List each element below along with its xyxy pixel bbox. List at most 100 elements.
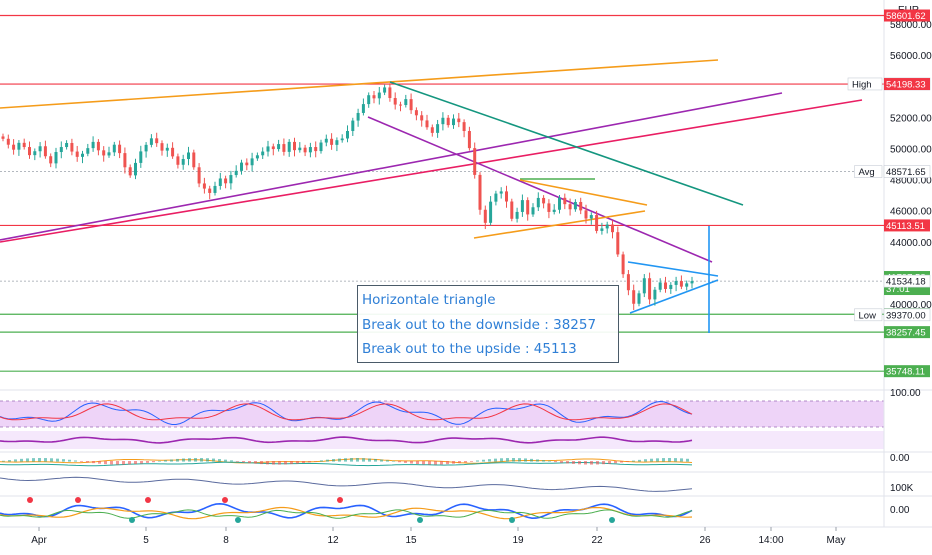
candle-body	[616, 232, 620, 255]
macd-hist-bar	[446, 461, 449, 465]
candle-body	[245, 162, 249, 166]
candle-body	[584, 210, 588, 219]
candle-body	[314, 147, 318, 152]
macd-hist-bar	[506, 458, 509, 462]
purple-rising-line	[0, 92, 783, 241]
candle-body	[192, 152, 196, 168]
macd-hist-bar	[308, 461, 311, 463]
candle-body	[388, 87, 392, 99]
candle-body	[160, 143, 164, 151]
candle-body	[165, 147, 169, 151]
candle-body	[22, 142, 26, 148]
triangle-lower	[629, 279, 719, 314]
macd-hist-bar	[146, 461, 149, 463]
candle-body	[558, 197, 561, 210]
candle-body	[43, 146, 47, 157]
macd-hist-bar	[410, 461, 413, 464]
macd-hist-bar	[320, 460, 323, 462]
candle-body	[626, 274, 630, 291]
macd-hist-bar	[500, 458, 503, 462]
macd-hist-bar	[452, 461, 455, 464]
macd-hist-bar	[260, 461, 263, 465]
candle-body	[277, 144, 281, 150]
candle-body	[240, 162, 243, 171]
candle-body	[96, 141, 100, 151]
x-tick-label: Apr	[31, 535, 47, 546]
triangle-upper	[627, 261, 719, 277]
candle-body	[361, 104, 365, 113]
candle-body	[346, 131, 349, 139]
macd-hist-bar	[164, 460, 167, 462]
candle-body	[536, 197, 540, 208]
macd-hist-bar	[92, 461, 95, 464]
purple-descending-line	[367, 116, 713, 263]
macd-hist-bar	[62, 459, 65, 462]
candle-body	[224, 178, 228, 184]
candle-body	[383, 87, 387, 93]
indicator-label: 0.00	[890, 453, 910, 464]
candle-body	[669, 284, 673, 289]
candle-body	[642, 278, 646, 294]
candle-body	[457, 118, 461, 123]
candle-body	[6, 138, 10, 145]
indicator-lines	[0, 400, 693, 523]
triangle-annotation[interactable]: Horizontale triangle Break out to the do…	[357, 285, 619, 363]
macd-hist-bar	[440, 461, 443, 465]
y-tick-label: 58000.00	[890, 20, 932, 31]
candle-body	[86, 148, 90, 154]
price-tag	[884, 78, 930, 91]
price-tag	[884, 326, 930, 339]
candle-body	[33, 151, 37, 156]
candle-body	[65, 142, 69, 148]
price-axis[interactable]: EUR58000.0056000.0052000.0050000.0048000…	[890, 5, 932, 516]
indicator-bands	[0, 400, 884, 449]
candle-body	[404, 99, 408, 106]
macd-hist-bar	[674, 458, 677, 462]
macd-hist-bar	[476, 460, 479, 462]
macd-hist-bar	[488, 459, 491, 462]
candle-body	[271, 146, 275, 150]
y-tick-label: 46000.00	[890, 207, 932, 218]
candle-body	[303, 147, 307, 153]
candle-body	[176, 156, 180, 165]
candle-body	[420, 115, 424, 121]
macd-hist-bar	[14, 459, 17, 462]
price-tag	[884, 365, 930, 378]
macd-hist-bar	[428, 461, 431, 465]
x-tick-label: 22	[591, 535, 603, 546]
candle-body	[452, 118, 455, 126]
candle-body	[690, 281, 694, 284]
candle-body	[436, 124, 440, 133]
macd-hist-bar	[356, 458, 359, 462]
indicator-label: 0.00	[890, 505, 910, 516]
annotation-line-upside: Break out to the upside : 45113	[362, 341, 577, 357]
candle-body	[531, 207, 535, 215]
candles[interactable]	[1, 83, 694, 310]
candle-body	[600, 228, 604, 231]
candle-body	[510, 201, 514, 219]
horizontal-levels	[0, 14, 884, 372]
candle-body	[441, 117, 445, 125]
macd-hist-bar	[206, 458, 209, 462]
macd-hist-bar	[110, 461, 113, 465]
macd-hist-bar	[176, 458, 179, 462]
macd-hist-bar	[644, 459, 647, 462]
x-tick-label: May	[827, 535, 846, 546]
candle-body	[118, 144, 122, 154]
osc-signal-dot	[337, 497, 343, 503]
x-tick-label: 5	[143, 535, 149, 546]
price-tag-value: 58601.62	[886, 11, 926, 22]
candle-body	[81, 153, 84, 157]
rsi-band	[0, 401, 884, 427]
osc-signal-dot	[145, 497, 151, 503]
candle-body	[234, 170, 238, 176]
macd-hist-bar	[368, 458, 371, 462]
candle-body	[171, 147, 175, 157]
time-axis[interactable]: Apr 5 8 12 15 19 22 26 14:00 May	[31, 527, 845, 546]
candle-body	[250, 158, 254, 166]
candle-body	[632, 290, 636, 304]
candle-body	[637, 293, 641, 304]
macd-hist-bar	[686, 458, 689, 462]
macd-hist-bar	[338, 458, 341, 462]
